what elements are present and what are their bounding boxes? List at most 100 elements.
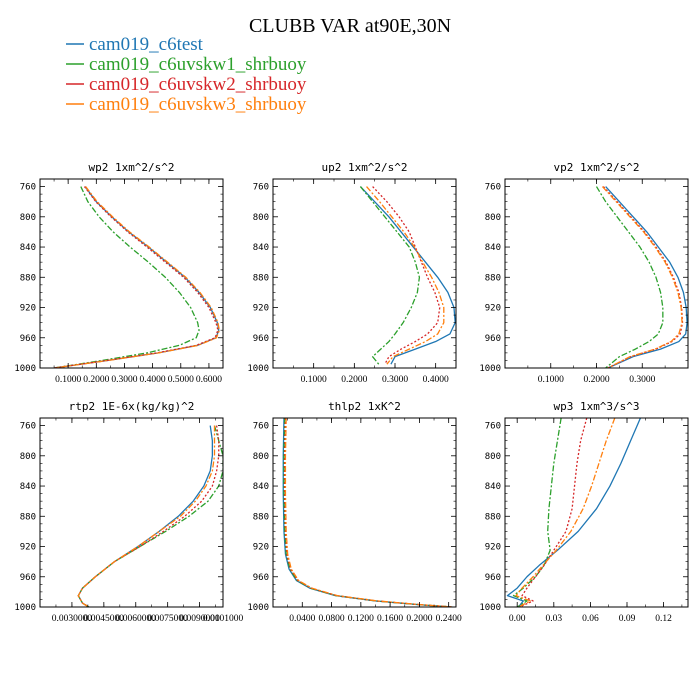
panel-5-xtick-label: 0.0800	[318, 614, 344, 624]
panel-3-title: vp2 1xm^2/s^2	[553, 161, 639, 174]
panel-4-ytick-label: 800	[20, 452, 36, 462]
panel-5-ytick-label: 920	[253, 543, 269, 553]
panel-6-ytick-label: 1000	[479, 603, 501, 613]
panel-4-xtick-label: 0.0090000	[179, 614, 220, 624]
panel-5-xtick-label: 0.1200	[348, 614, 374, 624]
panel-3-series-line-1	[605, 186, 688, 368]
panel-4-ytick-label: 960	[20, 573, 36, 583]
panel-1-title: wp2 1xm^2/s^2	[88, 161, 174, 174]
panel-4-xtick-label: 0.0060000	[116, 614, 157, 624]
panel-5-xtick-label: 0.0400	[289, 614, 315, 624]
panel-1-series-line-4	[53, 186, 220, 368]
panel-6: wp3 1xm^3/s^3 760 800 840 880 920 960 1000 0.00 0…	[479, 400, 689, 624]
panels: wp2 1xm^2/s^2 760 800 840 880 920 960 1000 0.100…	[14, 161, 689, 624]
panel-4-title: rtp2 1E-6x(kg/kg)^2	[69, 400, 195, 413]
panel-2-series-line-4	[366, 186, 445, 365]
panel-3-xtick-label: 0.3000	[629, 375, 655, 385]
panel-3-ytick-label: 800	[485, 213, 501, 223]
panel-4-ytick-label: 840	[20, 482, 36, 492]
panel-2-xtick-label: 0.4000	[423, 375, 449, 385]
panel-3-ytick-label: 840	[485, 243, 501, 253]
panel-6-ytick-label: 880	[485, 512, 501, 522]
panel-1-ytick-label: 800	[20, 213, 36, 223]
panel-6-title: wp3 1xm^3/s^3	[553, 400, 639, 413]
panel-6-frame	[504, 417, 689, 608]
panel-5-series	[282, 418, 453, 607]
panel-5-xtick-label: 0.2400	[436, 614, 462, 624]
panel-4-ytick-label: 760	[20, 422, 36, 432]
panel-4-series	[77, 425, 223, 607]
panel-2-title: up2 1xm^2/s^2	[321, 161, 407, 174]
panel-4: rtp2 1E-6x(kg/kg)^2 760 800 840 880 920 960 100…	[14, 400, 243, 624]
panel-4-series-line-4	[77, 425, 216, 607]
panel-6-xtick-label: 0.03	[545, 614, 562, 624]
panel-5-ytick-label: 840	[253, 482, 269, 492]
panel-2-ytick-label: 800	[253, 213, 269, 223]
legend-entry-4: cam019_c6uvskw3_shrbuoy	[89, 94, 307, 115]
legend-entry-2: cam019_c6uvskw1_shrbuoy	[89, 54, 307, 75]
panel-2-series-line-2	[359, 186, 421, 365]
panel-5-series-line-4	[284, 418, 453, 607]
panel-5-ytick-label: 880	[253, 512, 269, 522]
panel-2: up2 1xm^2/s^2 760 800 840 880 920 960 1000 0.100…	[247, 161, 457, 385]
panel-6-series-line-3	[519, 418, 588, 607]
panel-3-ytick-label: 920	[485, 304, 501, 314]
panel-3-ytick-label: 960	[485, 334, 501, 344]
panel-4-series-line-2	[77, 425, 223, 607]
panel-4-xtick-label: 0.0075000	[147, 614, 188, 624]
panel-4-xtick-label: 0.0045000	[84, 614, 125, 624]
panel-5-xtick-label: 0.2000	[406, 614, 432, 624]
panel-5-frame	[272, 417, 457, 608]
panel-2-xtick-label: 0.3000	[382, 375, 408, 385]
panel-3: vp2 1xm^2/s^2 760 800 840 880 920 960 1000 0.100…	[479, 161, 689, 385]
panel-1-ytick-label: 840	[20, 243, 36, 253]
panel-5-title: thlp2 1xK^2	[328, 400, 401, 413]
panel-1-xtick-label: 0.4000	[140, 375, 166, 385]
panel-1-xtick-label: 0.2000	[83, 375, 109, 385]
panel-5-ytick-label: 760	[253, 422, 269, 432]
panel-5-xtick-label: 0.1600	[377, 614, 403, 624]
panel-3-series	[595, 186, 688, 368]
panel-6-ytick-label: 840	[485, 482, 501, 492]
panel-6-ytick-label: 800	[485, 452, 501, 462]
panel-3-xtick-label: 0.2000	[583, 375, 609, 385]
panel-5-ytick-label: 1000	[247, 603, 269, 613]
panel-1-series-line-2	[53, 186, 200, 368]
panel-6-xtick-label: 0.09	[619, 614, 636, 624]
panel-4-ytick-label: 880	[20, 512, 36, 522]
panel-6-ytick-label: 960	[485, 573, 501, 583]
panel-3-ytick-label: 880	[485, 273, 501, 283]
panel-2-series-line-3	[372, 186, 441, 365]
panel-2-xtick-label: 0.1000	[301, 375, 327, 385]
panel-6-ytick-label: 920	[485, 543, 501, 553]
panel-1-frame	[39, 178, 224, 369]
panel-2-series	[359, 186, 456, 365]
panel-1-xtick-label: 0.1000	[55, 375, 81, 385]
panel-6-xtick-label: 0.00	[509, 614, 526, 624]
panel-2-ytick-label: 1000	[247, 364, 269, 374]
panel-1-xtick-label: 0.3000	[111, 375, 137, 385]
panel-3-series-line-4	[601, 186, 683, 368]
panel-2-ytick-label: 920	[253, 304, 269, 314]
panel-1-xtick-label: 0.6000	[196, 375, 222, 385]
panel-2-frame	[272, 178, 457, 369]
panel-4-xtick-label: 0.0030000	[52, 614, 93, 624]
legend-entry-1: cam019_c6test	[89, 34, 204, 55]
panel-2-ytick-label: 760	[253, 183, 269, 193]
figure-title: CLUBB VAR at90E,30N	[249, 15, 451, 37]
panel-6-series-line-1	[506, 418, 642, 607]
panel-5-ytick-label: 800	[253, 452, 269, 462]
panel-1-ytick-label: 880	[20, 273, 36, 283]
panel-6-series	[506, 418, 642, 607]
panel-6-ytick-label: 760	[485, 422, 501, 432]
panel-3-ytick-label: 1000	[479, 364, 501, 374]
panel-1-xtick-label: 0.5000	[168, 375, 194, 385]
panel-2-xtick-label: 0.2000	[341, 375, 367, 385]
panel-2-series-line-1	[359, 186, 456, 365]
panel-2-ytick-label: 960	[253, 334, 269, 344]
panel-6-xtick-label: 0.06	[582, 614, 599, 624]
panel-2-ytick-label: 840	[253, 243, 269, 253]
